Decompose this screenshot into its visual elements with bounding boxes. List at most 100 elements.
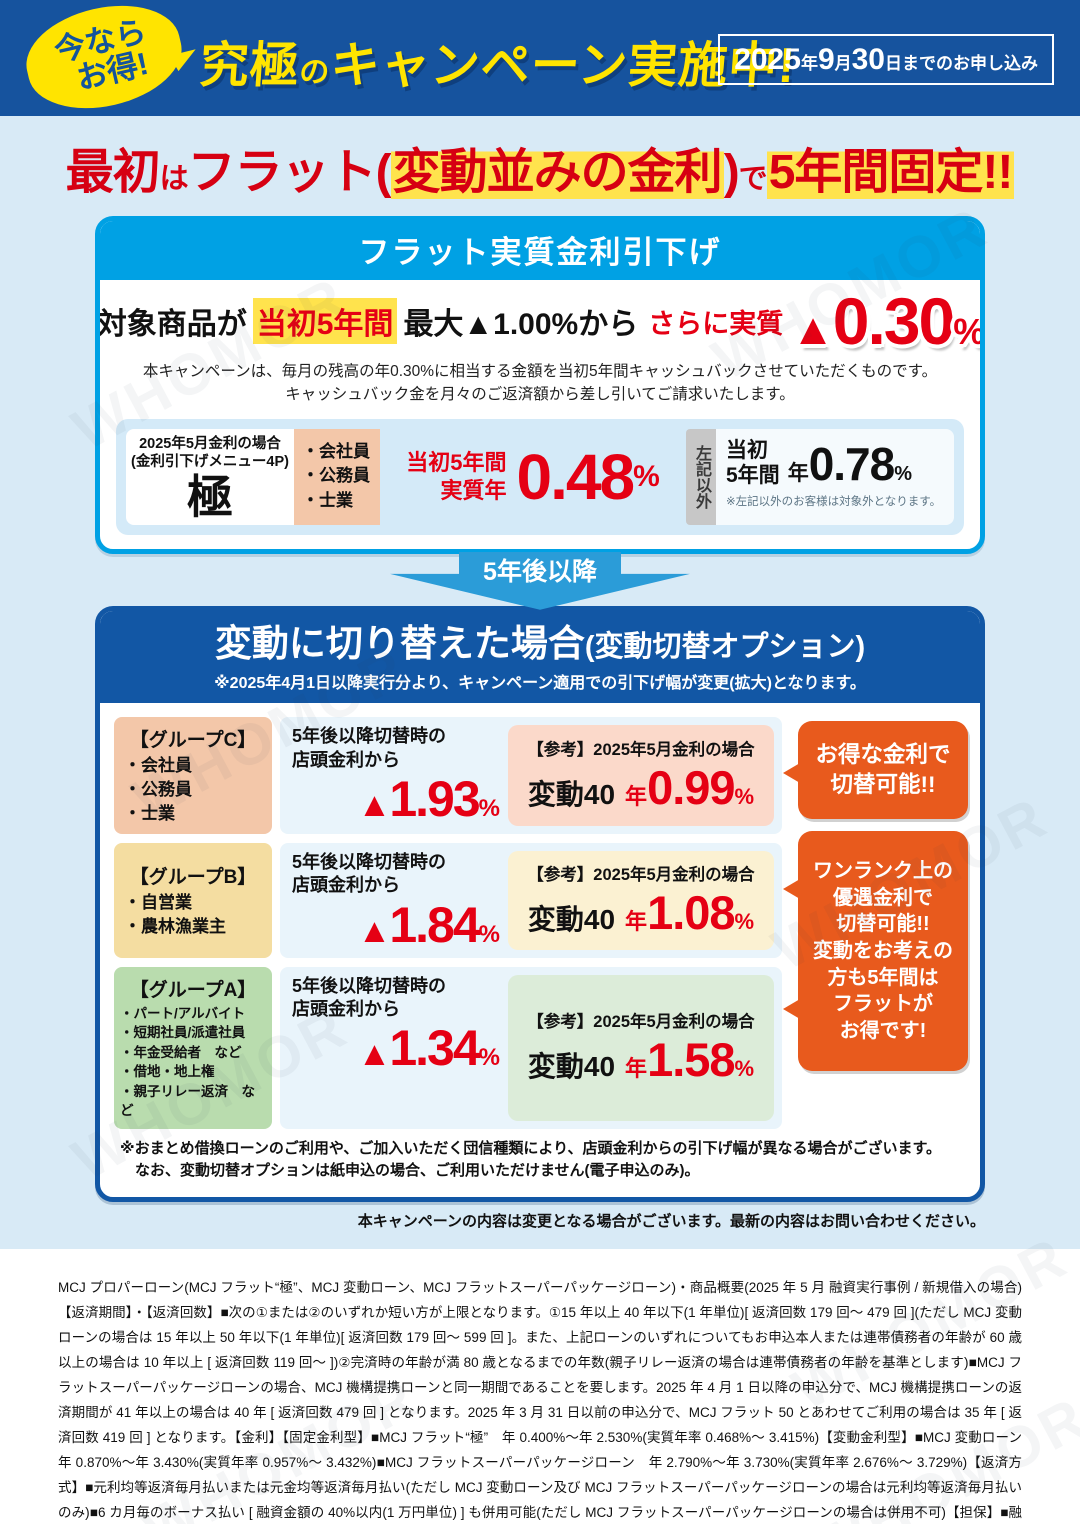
- headline-seg7-highlight: 5年間固定!!: [766, 146, 1015, 199]
- group-c-name: 【グループC】: [129, 730, 257, 752]
- main-rate-unit: %: [633, 459, 660, 493]
- rate-case-card: 2025年5月金利の場合 (金利引下げメニュー4P) 極: [126, 428, 294, 525]
- legal-section: MCJ プロパーローン(MCJ フラット“極”、MCJ 変動ローン、MCJ フラ…: [0, 1248, 1080, 1524]
- discount-label-line1: 5年後以降切替時の: [292, 851, 447, 872]
- discount-unit: %: [478, 920, 500, 948]
- group-member: ・親子リレー返済 など: [120, 1083, 255, 1119]
- campaign-description-line2: キャッシュバック金を月々のご返済額から差し引いてご請求いたします。: [285, 386, 795, 404]
- transition-arrow-wrap: 5年後以降: [0, 551, 1080, 610]
- switch-benefit-bubble: お得な金利で 切替可能!!: [783, 721, 968, 820]
- reference-unit: %: [734, 1056, 755, 1082]
- campaign-lead-line: 対象商品が 当初5年間 最大▲1.00%から さらに実質 ▲0.30%: [100, 280, 980, 354]
- reference-prefix: 年: [625, 908, 648, 934]
- variable-switch-title-main: 変動に切り替えた場合: [214, 622, 585, 664]
- reference-prefix: 年: [625, 1056, 648, 1082]
- group-b-name: 【グループB】: [129, 866, 257, 888]
- other-rate-value: 0.78: [808, 437, 896, 490]
- campaign-description: 本キャンペーンは、毎月の残高の年0.30%に相当する金額を当初5年間キャッシュバ…: [100, 354, 980, 409]
- variable-switch-box: 変動に切り替えた場合(変動切替オプション) ※2025年4月1日以降実行分より、…: [95, 605, 985, 1202]
- group-member: ・農林漁業主: [124, 916, 226, 936]
- product-name-kiwami: 極: [187, 471, 233, 524]
- discount-label-line2: 店頭金利から: [292, 875, 400, 896]
- main-rate-value: 0.48: [516, 440, 636, 513]
- limited-offer-badge: 今なら お得!: [16, 0, 192, 123]
- product-overview-text: MCJ プロパーローン(MCJ フラット“極”、MCJ 変動ローン、MCJ フラ…: [58, 1279, 1036, 1520]
- box2-footnote-1: ※おまとめ借換ローンのご利用や、ご加入いただく団信種類により、店頭金利からの引下…: [120, 1139, 941, 1157]
- reference-title: 【参考】2025年5月金利の場合: [527, 865, 755, 884]
- discount-label: 5年後以降切替時の 店頭金利から: [292, 725, 500, 772]
- box2-footnotes: ※おまとめ借換ローンのご利用や、ご加入いただく団信種類により、店頭金利からの引下…: [120, 1138, 962, 1183]
- discount-number: 1.34: [389, 1020, 480, 1077]
- discount-label-line2: 店頭金利から: [292, 998, 400, 1019]
- group-a-reference: 【参考】2025年5月金利の場合 変動40 年1.58%: [508, 974, 774, 1121]
- group-b-discount: 5年後以降切替時の 店頭金利から ▲1.84%: [292, 851, 500, 950]
- after-5-years-arrow: 5年後以降: [390, 551, 690, 610]
- group-a-discount-value: ▲1.34%: [292, 1023, 500, 1073]
- group-member: ・パート/アルバイト: [120, 1005, 246, 1021]
- variable-switch-title-sub: (変動切替オプション): [584, 630, 866, 663]
- lead-text1: 対象商品が: [96, 308, 247, 341]
- triangle-down-icon: ▲: [357, 786, 392, 825]
- variable-switch-subtitle: ※2025年4月1日以降実行分より、キャンペーン適用での引下げ幅が変更(拡大)と…: [214, 675, 866, 693]
- group-row-c: 【グループC】 ・会社員 ・公務員 ・士業 5年後以降切替時の 店頭金利から: [114, 717, 782, 834]
- reference-title: 【参考】2025年5月金利の場合: [527, 741, 755, 760]
- rate-case-line1: 2025年5月金利の場合: [139, 435, 281, 452]
- lead-highlight: 当初5年間: [252, 298, 398, 344]
- variable-switch-title: 変動に切り替えた場合(変動切替オプション): [100, 623, 980, 666]
- badge-text: 今なら お得!: [51, 14, 157, 99]
- deadline-year-unit: 年: [800, 54, 818, 73]
- group-rows: 【グループC】 ・会社員 ・公務員 ・士業 5年後以降切替時の 店頭金利から: [114, 717, 782, 1129]
- group-member: ・公務員: [124, 780, 192, 800]
- deadline-rest: 日までのお申し込み: [885, 54, 1038, 73]
- deadline-year: 2025: [734, 43, 801, 76]
- triangle-down-icon: ▲: [357, 911, 392, 950]
- discount-label-line2: 店頭金利から: [292, 749, 400, 770]
- headline-seg4-highlight: 変動並みの金利: [390, 146, 724, 199]
- other-rate-unit: %: [894, 462, 913, 485]
- headline-seg5: ): [723, 146, 740, 199]
- main-rate-label-line1: 当初5年間: [406, 450, 507, 476]
- discount-label-line1: 5年後以降切替時の: [292, 975, 447, 996]
- group-c-box: 【グループC】 ・会社員 ・公務員 ・士業: [114, 717, 272, 834]
- group-member: ・自営業: [124, 892, 192, 912]
- box2-footnote-2: なお、変動切替オプションは紙申込の場合、ご利用いただけません(電子申込のみ)。: [120, 1162, 700, 1180]
- other-rate-value-group: 年0.78%: [788, 437, 912, 491]
- group-a-reference-rate: 変動40 年1.58%: [528, 1032, 754, 1087]
- variable-switch-body: 【グループC】 ・会社員 ・公務員 ・士業 5年後以降切替時の 店頭金利から: [100, 703, 980, 1197]
- other-rate-line: 当初 5年間 年0.78%: [726, 437, 946, 491]
- reference-unit: %: [734, 908, 755, 934]
- other-customers-strip: 左記以外: [686, 428, 716, 525]
- campaign-title: 究極のキャンペーン実施中!: [198, 26, 799, 97]
- group-member: ・短期社員/派遣社員: [120, 1025, 246, 1041]
- eligible-occupations: ・会社員 ・公務員 ・士業: [294, 428, 380, 525]
- headline-seg1: 最初: [65, 146, 161, 199]
- reference-prefix: 年: [625, 784, 648, 810]
- campaign-title-part1: 究極: [197, 39, 302, 93]
- reference-product: 変動40: [527, 903, 616, 935]
- rate-detail-row: 2025年5月金利の場合 (金利引下げメニュー4P) 極 ・会社員 ・公務員 ・…: [116, 418, 964, 535]
- application-deadline: 2025年9月30日までのお申し込み: [718, 34, 1054, 85]
- reference-value: 1.58: [647, 1033, 735, 1087]
- flat-rate-campaign-box: フラット実質金利引下げ 対象商品が 当初5年間 最大▲1.00%から さらに実質…: [95, 216, 985, 554]
- group-member: ・会社員: [124, 756, 192, 776]
- reference-product: 変動40: [527, 779, 616, 811]
- other-rate-prefix: 年: [787, 461, 809, 485]
- group-b-rates: 5年後以降切替時の 店頭金利から ▲1.84% 【参考】2025年5月金利の場合…: [280, 842, 782, 958]
- group-row-b: 【グループB】 ・自営業 ・農林漁業主 5年後以降切替時の 店頭金利から ▲1.…: [114, 842, 782, 958]
- lead-rate-value: 0.30: [832, 284, 955, 358]
- variable-switch-header: 変動に切り替えた場合(変動切替オプション) ※2025年4月1日以降実行分より、…: [100, 610, 980, 704]
- group-c-reference-rate: 変動40 年0.99%: [528, 760, 754, 815]
- group-b-box: 【グループB】 ・自営業 ・農林漁業主: [114, 842, 272, 958]
- other-rate-label: 当初 5年間: [726, 439, 780, 487]
- group-a-discount: 5年後以降切替時の 店頭金利から ▲1.34%: [292, 975, 500, 1121]
- group-member: ・年金受給者 など: [120, 1044, 242, 1060]
- reference-unit: %: [734, 784, 755, 810]
- main-rate-label-line2: 実質年: [440, 477, 507, 503]
- group-c-reference: 【参考】2025年5月金利の場合 変動40 年0.99%: [508, 725, 774, 826]
- other-rate-card: 当初 5年間 年0.78% ※左記以外のお客様は対象外となります。: [716, 428, 954, 525]
- triangle-down-icon: ▲: [357, 1035, 392, 1074]
- occupation-item: ・会社員: [302, 441, 370, 461]
- lead-text3: さらに実質: [648, 308, 784, 339]
- reference-product: 変動40: [527, 1051, 616, 1083]
- flat-rate-campaign-header: フラット実質金利引下げ: [100, 221, 980, 280]
